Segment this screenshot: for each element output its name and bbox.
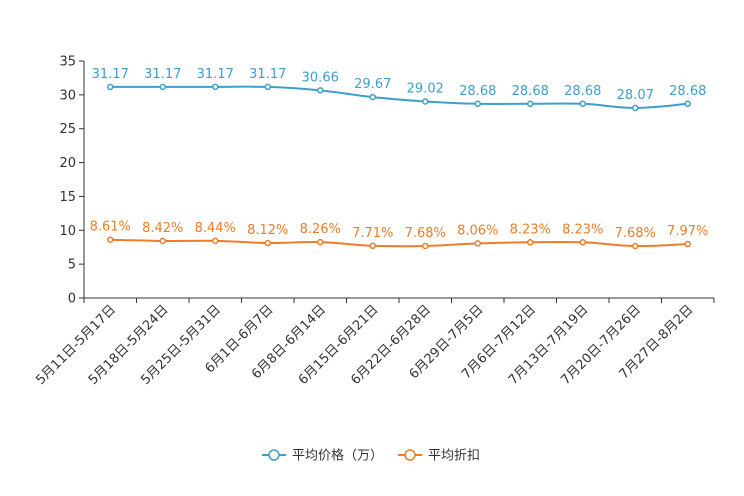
data-point[interactable] [632, 242, 639, 250]
data-label: 8.42% [142, 221, 183, 236]
data-point[interactable] [264, 239, 271, 247]
data-label: 8.44% [195, 221, 236, 236]
data-label: 28.07 [617, 88, 654, 103]
data-point[interactable] [264, 83, 271, 91]
data-point[interactable] [369, 242, 376, 250]
legend-marker [404, 449, 416, 461]
y-tick-label: 20 [59, 156, 76, 171]
data-point[interactable] [684, 100, 691, 108]
data-label: 29.67 [354, 77, 391, 92]
series-1: 31.17 31.17 31.17 31.17 30.66 29.67 29.02 28.68… [92, 67, 706, 112]
legend: 平均价格（万） 平均折扣 [262, 448, 480, 464]
data-label: 8.12% [247, 223, 288, 238]
series-2: 8.61% 8.42% 8.44% 8.12% 8.26% 7.71% 7.68% 8.06%… [90, 220, 708, 250]
y-tick-label: 10 [59, 224, 76, 239]
data-point[interactable] [107, 236, 114, 243]
legend-item-2[interactable]: 平均折扣 [398, 449, 480, 464]
data-label: 8.26% [300, 222, 341, 237]
data-label: 8.06% [457, 223, 498, 238]
data-label: 31.17 [197, 67, 234, 82]
data-label: 30.66 [302, 70, 339, 85]
y-tick-label: 25 [59, 122, 76, 137]
data-label: 31.17 [144, 67, 181, 82]
legend-label: 平均折扣 [428, 449, 480, 464]
data-label: 8.23% [562, 222, 603, 237]
data-point[interactable] [527, 100, 534, 108]
data-point[interactable] [212, 83, 219, 91]
data-point[interactable] [159, 83, 166, 91]
data-label: 8.23% [510, 222, 551, 237]
series-line [110, 85, 688, 109]
data-label: 8.61% [90, 220, 131, 235]
series-line [110, 238, 688, 248]
data-label: 28.68 [512, 84, 549, 99]
y-tick-label: 15 [59, 190, 76, 205]
data-point[interactable] [527, 239, 534, 246]
x-axis: 5月11日-5月17日5月18日-5月24日5月25日-5月31日6月1日-6月… [33, 297, 715, 388]
data-point[interactable] [159, 237, 166, 245]
data-point[interactable] [579, 239, 586, 246]
series-layer: 31.17 31.17 31.17 31.17 30.66 29.67 29.02 28.68… [90, 67, 708, 250]
data-point[interactable] [579, 100, 586, 108]
data-point[interactable] [474, 240, 481, 247]
y-tick-label: 0 [68, 292, 76, 307]
legend-label: 平均价格（万） [292, 448, 383, 464]
data-label: 31.17 [92, 67, 129, 82]
data-point[interactable] [107, 83, 114, 91]
data-point[interactable] [632, 104, 639, 112]
y-tick-label: 30 [59, 88, 76, 103]
data-label: 28.68 [564, 84, 601, 99]
data-label: 29.02 [407, 81, 444, 96]
data-label: 28.68 [669, 84, 706, 99]
data-point[interactable] [684, 240, 691, 248]
data-point[interactable] [422, 98, 429, 105]
data-point[interactable] [317, 87, 324, 94]
data-label: 7.97% [667, 224, 708, 239]
data-label: 28.68 [459, 84, 496, 99]
data-label: 7.71% [352, 226, 393, 241]
y-tick-label: 5 [68, 258, 76, 273]
y-tick-label: 35 [59, 55, 76, 70]
data-label: 7.68% [615, 226, 656, 241]
data-point[interactable] [474, 100, 481, 108]
y-axis: 0 5 10 15 20 25 30 35 [59, 55, 85, 307]
data-label: 31.17 [249, 67, 286, 82]
legend-marker [268, 449, 280, 461]
data-point[interactable] [422, 242, 429, 250]
data-point[interactable] [317, 238, 324, 246]
legend-item-1[interactable]: 平均价格（万） [262, 448, 383, 464]
data-point[interactable] [212, 237, 219, 245]
data-label: 7.68% [405, 226, 446, 241]
data-point[interactable] [369, 93, 376, 101]
